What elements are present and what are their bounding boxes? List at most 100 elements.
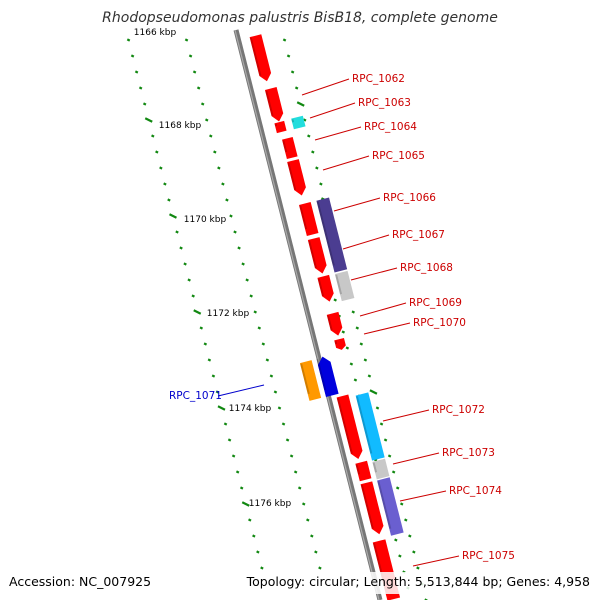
gene-rpc-1067-shade: [308, 240, 317, 269]
minor-tick: [217, 166, 221, 170]
domain-grey-1: [334, 270, 355, 302]
gene-label-rpc-1063[interactable]: RPC_1063: [358, 97, 411, 109]
gene-rpc-1067: [307, 237, 327, 274]
minor-tick: [399, 502, 404, 506]
minor-tick: [367, 374, 372, 378]
gene-rpc-1074: [360, 481, 384, 535]
gene-label-rpc-1069[interactable]: RPC_1069: [409, 297, 462, 309]
minor-tick: [184, 38, 189, 42]
minor-tick: [159, 166, 163, 170]
domain-grey-2-shade: [372, 462, 378, 473]
kbp-label: 1168 kbp: [159, 121, 202, 131]
minor-tick: [394, 538, 398, 542]
minor-tick: [130, 54, 135, 58]
leader-line: [350, 267, 398, 281]
gene-label-rpc-1075[interactable]: RPC_1075: [462, 550, 515, 562]
gene-rpc-1069-shade: [327, 315, 333, 331]
leader-line: [333, 197, 381, 212]
gene-rpc-1071-shade: [316, 358, 327, 391]
minor-tick: [192, 70, 197, 74]
topology-text: Topology: circular; Length: 5,513,844 bp…: [246, 574, 590, 589]
minor-tick: [196, 86, 201, 90]
gene-label-rpc-1067[interactable]: RPC_1067: [392, 229, 445, 241]
gene-rpc-1062: [249, 34, 272, 82]
minor-tick: [248, 518, 252, 522]
gene-rpc-1068-body: [317, 274, 334, 302]
kbp-label: 1176 kbp: [249, 499, 292, 509]
minor-tick: [363, 358, 368, 362]
leader-line: [342, 234, 390, 250]
minor-tick: [353, 378, 358, 382]
minor-tick: [285, 438, 290, 442]
gene-rpc-1074-shade: [360, 484, 374, 529]
minor-tick: [349, 362, 354, 366]
gene-label-rpc-1066[interactable]: RPC_1066: [383, 192, 436, 204]
minor-tick: [310, 534, 314, 538]
gene-label-rpc-1064[interactable]: RPC_1064: [364, 121, 417, 133]
minor-tick: [209, 134, 213, 138]
minor-tick: [282, 38, 287, 42]
kbp-label: 1174 kbp: [229, 404, 272, 414]
domain-purple-1-body: [316, 197, 348, 273]
leader-line: [309, 102, 356, 119]
minor-tick: [286, 54, 291, 58]
gene-rpc-1071: [316, 356, 339, 397]
gene-label-rpc-1062[interactable]: RPC_1062: [352, 73, 405, 85]
gene-rpc-1074-body: [360, 481, 384, 535]
major-tick: [296, 101, 305, 107]
gene-rpc-1071-body: [317, 356, 339, 397]
minor-tick: [175, 230, 179, 234]
domain-purple-2-body: [377, 477, 404, 536]
major-tick: [168, 213, 177, 219]
minor-tick: [199, 326, 204, 330]
gene-rpc-1063: [264, 87, 284, 122]
gene-label-rpc-1074[interactable]: RPC_1074: [449, 485, 502, 497]
domain-purple-1-shade: [316, 201, 335, 266]
minor-tick: [341, 330, 346, 334]
minor-tick: [225, 198, 229, 202]
gene-rpc-1065b: [287, 159, 306, 196]
gene-rpc-1072-shade: [336, 397, 353, 454]
gene-label-rpc-1070[interactable]: RPC_1070: [413, 317, 466, 329]
title-background: [100, 6, 500, 28]
gene-label-rpc-1073[interactable]: RPC_1073: [442, 447, 495, 459]
leader-line: [392, 452, 440, 465]
minor-tick: [379, 422, 384, 426]
minor-tick: [261, 342, 266, 346]
domain-purple-2: [377, 477, 404, 536]
minor-tick: [134, 70, 139, 74]
leader-line: [382, 409, 430, 422]
gene-label-rpc-1071[interactable]: RPC_1071: [169, 390, 222, 402]
gene-label-rpc-1068[interactable]: RPC_1068: [400, 262, 453, 274]
minor-tick: [269, 374, 274, 378]
minor-tick: [179, 246, 183, 250]
minor-tick: [138, 86, 143, 90]
domain-grey-1-body: [334, 270, 355, 302]
minor-tick: [167, 198, 171, 202]
minor-tick: [188, 54, 193, 58]
gene-label-rpc-1065[interactable]: RPC_1065: [372, 150, 425, 162]
domain-grey-2: [372, 458, 390, 480]
minor-tick: [290, 70, 295, 74]
minor-tick: [408, 534, 412, 538]
minor-tick: [398, 554, 402, 558]
gene-rpc-1072: [336, 394, 363, 460]
minor-tick: [359, 342, 364, 346]
minor-tick: [273, 390, 278, 394]
minor-tick: [293, 470, 298, 474]
kbp-label: 1172 kbp: [207, 309, 250, 319]
gene-label-rpc-1072[interactable]: RPC_1072: [432, 404, 485, 416]
minor-tick: [126, 38, 131, 42]
kbp-label: 1166 kbp: [134, 28, 177, 38]
minor-tick: [256, 550, 260, 554]
minor-tick: [233, 230, 237, 234]
kbp-label: 1170 kbp: [184, 215, 227, 225]
minor-tick: [333, 298, 337, 302]
kbp-labels: 1166 kbp 1168 kbp 1170 kbp 1172 kbp 1174 kbp…: [134, 28, 292, 509]
minor-tick: [395, 486, 400, 490]
minor-tick: [387, 454, 392, 458]
minor-tick: [163, 182, 167, 186]
minor-tick: [314, 550, 318, 554]
backbone-line: [233, 29, 383, 600]
